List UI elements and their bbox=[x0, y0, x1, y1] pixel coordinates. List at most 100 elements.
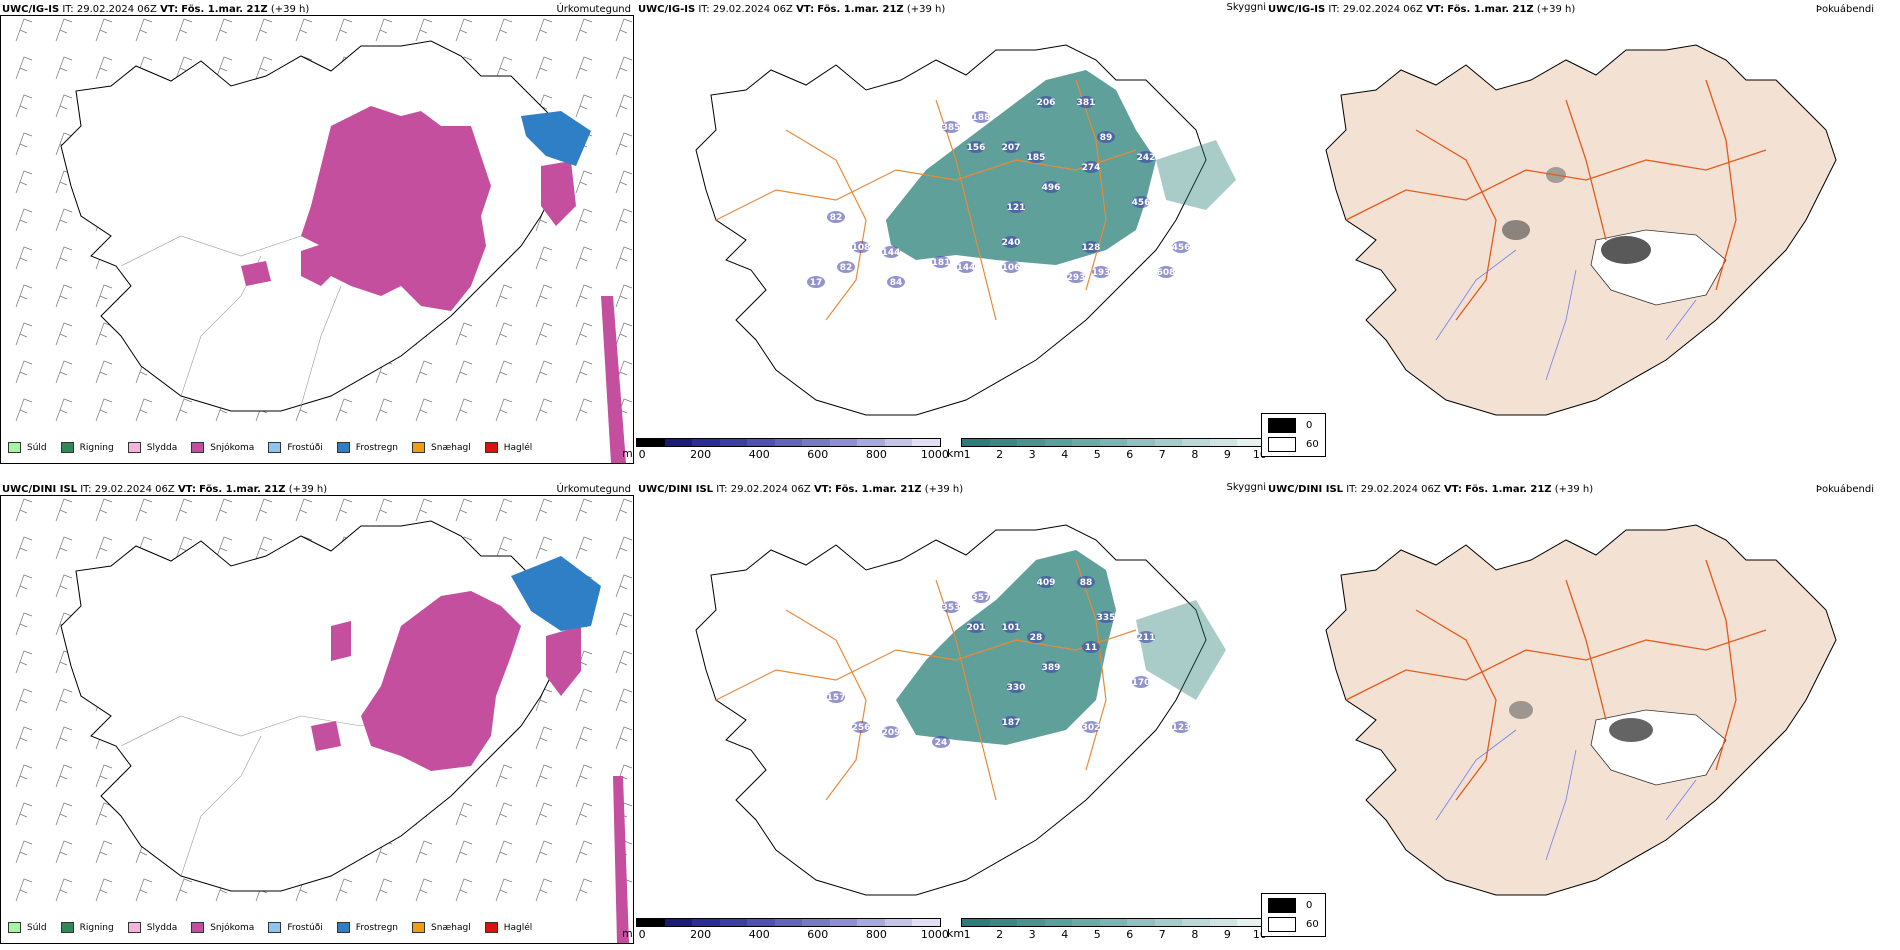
visibility-value-label: 188 bbox=[972, 113, 991, 123]
wind-barb bbox=[615, 536, 633, 560]
scale-km: 1 2 3 4 5 6 7 8 9 10 km bbox=[947, 918, 1267, 941]
wind-barb bbox=[55, 94, 73, 118]
scale-color-step bbox=[884, 919, 913, 926]
scale-color-step bbox=[664, 439, 693, 446]
wind-barb bbox=[15, 878, 33, 902]
visibility-value-label: 82 bbox=[830, 213, 843, 223]
panel-title: Skyggni bbox=[1226, 2, 1266, 13]
visibility-minimum-mark bbox=[957, 261, 975, 273]
fog-key-label: 0 bbox=[1306, 420, 1313, 431]
visibility-minimum-mark bbox=[1067, 271, 1085, 283]
visibility-value-label: 409 bbox=[1037, 578, 1056, 588]
model-name: UWC/IG-IS bbox=[2, 4, 60, 15]
snow-area bbox=[301, 106, 491, 311]
panel-title: Þokuábendi bbox=[1815, 4, 1874, 15]
wind-barb bbox=[575, 56, 593, 80]
wind-barb bbox=[135, 878, 153, 902]
visibility-minimum-mark bbox=[1007, 201, 1025, 213]
visibility-value-label: 24 bbox=[935, 738, 948, 748]
low-visibility-east bbox=[1156, 140, 1236, 210]
wind-barb bbox=[335, 878, 353, 902]
wind-barb bbox=[175, 398, 193, 422]
visibility-value-label: 456 bbox=[1132, 198, 1151, 208]
visibility-minimum-mark bbox=[1157, 266, 1175, 278]
freezing-rain-area bbox=[511, 556, 601, 631]
wind-barb bbox=[215, 56, 233, 80]
visibility-value-label: 242 bbox=[1137, 153, 1156, 163]
scale-tick-label: 800 bbox=[865, 928, 887, 941]
scale-color-step bbox=[1127, 439, 1155, 446]
scale-color-step bbox=[857, 439, 885, 446]
visibility-minimum-mark bbox=[1082, 641, 1100, 653]
wind-barb bbox=[615, 726, 633, 750]
legend-item: Slydda bbox=[127, 442, 177, 453]
run-time: 29.02.2024 06Z bbox=[94, 484, 175, 495]
wind-barb bbox=[255, 536, 273, 560]
visibility-minimum-mark bbox=[882, 726, 900, 738]
visibility-minimum-mark bbox=[1082, 241, 1100, 253]
wind-barb bbox=[135, 498, 153, 522]
scale-tick-label: 2 bbox=[996, 448, 1004, 461]
visibility-value-label: 28 bbox=[1030, 633, 1043, 643]
scale-colorbar bbox=[961, 438, 1266, 447]
visibility-labels: 409 88 335 211 353 357 201 101 28 11 157 389 330 170 1… bbox=[827, 576, 1190, 748]
legend-item: Slydda bbox=[127, 922, 177, 933]
run-label: IT: bbox=[80, 484, 92, 495]
snow-area-east bbox=[546, 626, 581, 696]
legend-item: Frostregn bbox=[336, 922, 398, 933]
wind-barb bbox=[55, 56, 73, 80]
wind-barb bbox=[535, 18, 553, 42]
scale-colorbar bbox=[636, 438, 941, 447]
fog-patch bbox=[1609, 718, 1653, 742]
visibility-value-label: 240 bbox=[1002, 238, 1021, 248]
visibility-value-label: 496 bbox=[1042, 183, 1061, 193]
run-time: 29.02.2024 06Z bbox=[76, 4, 157, 15]
legend-label: Frostúði bbox=[287, 442, 323, 453]
wind-barb bbox=[175, 536, 193, 560]
visibility-minimum-mark bbox=[852, 241, 870, 253]
wind-barb bbox=[215, 498, 233, 522]
visibility-value-label: 88 bbox=[1080, 578, 1093, 588]
wind-barb bbox=[15, 612, 33, 636]
valid-time: Fös. 1.mar. 21Z bbox=[817, 4, 904, 15]
precip-map-frame bbox=[0, 495, 634, 944]
wind-barb bbox=[615, 170, 633, 194]
wind-barb bbox=[375, 18, 393, 42]
wind-barb bbox=[15, 498, 33, 522]
visibility-value-label: 121 bbox=[1007, 203, 1026, 213]
legend-swatch bbox=[8, 442, 21, 453]
wind-barb bbox=[495, 764, 513, 788]
wind-barb bbox=[95, 398, 113, 422]
wind-barb bbox=[535, 360, 553, 384]
wind-barb bbox=[415, 398, 433, 422]
row1-header: UWC/IG-IS IT: 29.02.2024 06Z VT: Fös. 1.… bbox=[1268, 4, 1575, 15]
wind-barb bbox=[575, 360, 593, 384]
wind-barb bbox=[95, 18, 113, 42]
legend-label: Haglél bbox=[503, 442, 533, 453]
row1-visibility-panel: 206 381 89 242 385 188 156 207 185 274 82 496 121 456… bbox=[622, 0, 1267, 470]
wind-barb bbox=[535, 726, 553, 750]
snow-area-east bbox=[541, 161, 576, 226]
row2-header: UWC/DINI ISL IT: 29.02.2024 06Z VT: Fös.… bbox=[638, 484, 963, 495]
scale-color-step bbox=[774, 439, 803, 446]
legend-label: Frostúði bbox=[287, 922, 323, 933]
scale-color-step bbox=[1099, 439, 1128, 446]
wind-barb bbox=[295, 498, 313, 522]
legend-label: Haglél bbox=[503, 922, 533, 933]
scale-color-step bbox=[912, 439, 941, 446]
wind-barb bbox=[495, 498, 513, 522]
wind-barb bbox=[15, 18, 33, 42]
row1-header: UWC/IG-IS IT: 29.02.2024 06Z VT: Fös. 1.… bbox=[638, 4, 945, 15]
scale-unit: km bbox=[947, 927, 965, 940]
visibility-minimum-mark bbox=[1077, 576, 1095, 588]
scale-color-step bbox=[802, 919, 830, 926]
scale-color-step bbox=[1017, 439, 1045, 446]
wind-barb bbox=[15, 284, 33, 308]
scale-tick-label: 2 bbox=[996, 928, 1004, 941]
legend-swatch bbox=[412, 442, 426, 453]
wind-barb bbox=[55, 360, 73, 384]
wind-barb bbox=[15, 764, 33, 788]
wind-barb bbox=[55, 18, 73, 42]
visibility-minimum-mark bbox=[1082, 721, 1100, 733]
visibility-minimum-mark bbox=[932, 256, 950, 268]
